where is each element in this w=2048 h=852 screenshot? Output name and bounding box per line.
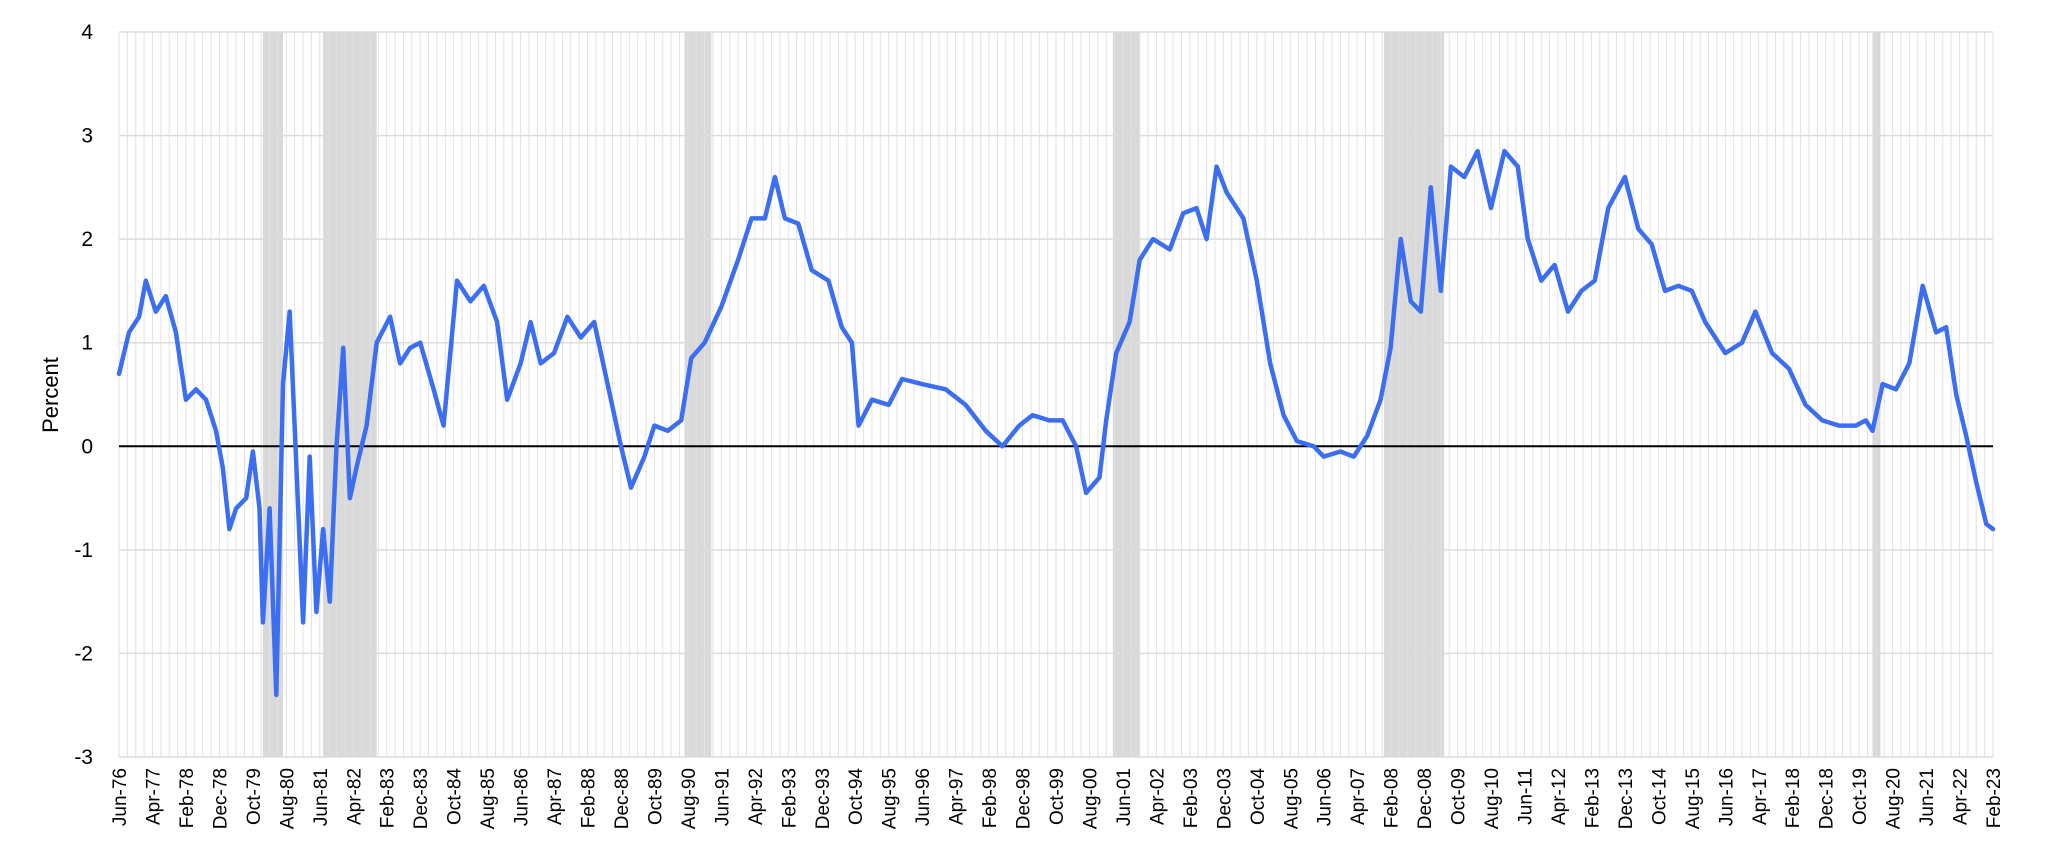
y-tick-label: 0 — [81, 435, 93, 458]
y-tick-label: -3 — [74, 746, 93, 769]
y-tick-label: 2 — [81, 228, 93, 251]
x-tick-label: Apr-17 — [1750, 768, 1771, 825]
x-tick-label: Aug-10 — [1482, 768, 1503, 829]
x-tick-label: Dec-83 — [411, 768, 432, 829]
recession-band-5 — [1383, 32, 1445, 757]
recession-band-4 — [1112, 32, 1140, 757]
x-tick-label: Aug-80 — [277, 768, 298, 829]
x-tick-label: Oct-09 — [1449, 768, 1470, 825]
x-tick-label: Feb-88 — [579, 768, 600, 828]
x-tick-label: Feb-98 — [980, 768, 1001, 828]
x-tick-label: Jun-01 — [1114, 768, 1135, 826]
x-tick-label: Oct-99 — [1047, 768, 1068, 825]
x-tick-label: Apr-77 — [143, 768, 164, 825]
y-axis-label: Percent — [38, 357, 63, 433]
x-tick-label: Feb-78 — [177, 768, 198, 828]
x-tick-label: Oct-79 — [244, 768, 265, 825]
x-tick-label: Jun-91 — [712, 768, 733, 826]
x-tick-label: Feb-83 — [378, 768, 399, 828]
recession-band-6 — [1872, 32, 1881, 757]
x-tick-label: Apr-07 — [1348, 768, 1369, 825]
x-tick-label: Aug-15 — [1683, 768, 1704, 829]
x-tick-label: Aug-90 — [679, 768, 700, 829]
x-tick-label: Apr-87 — [545, 768, 566, 825]
x-tick-label: Apr-97 — [947, 768, 968, 825]
x-tick-label: Oct-14 — [1649, 768, 1670, 825]
x-tick-label: Dec-93 — [813, 768, 834, 829]
y-tick-labels: -3 -2 -1 0 1 2 3 4 — [74, 21, 93, 769]
series-group — [116, 148, 1996, 698]
x-tick-label: Apr-82 — [344, 768, 365, 825]
x-tick-label: Feb-93 — [779, 768, 800, 828]
x-tick-label: Feb-23 — [1984, 768, 2005, 828]
x-tick-label: Aug-05 — [1281, 768, 1302, 829]
x-tick-label: Aug-95 — [880, 768, 901, 829]
x-tick-label: Jun-21 — [1917, 768, 1938, 826]
y-tick-label: 4 — [81, 21, 93, 44]
y-tick-label: -2 — [74, 642, 93, 665]
x-tick-label: Aug-00 — [1080, 768, 1101, 829]
x-tick-label: Oct-04 — [1248, 768, 1269, 825]
x-tick-label: Feb-08 — [1382, 768, 1403, 828]
x-tick-label: Dec-88 — [612, 768, 633, 829]
x-tick-label: Dec-03 — [1214, 768, 1235, 829]
x-tick-label: Oct-94 — [846, 768, 867, 825]
series-line-1 — [116, 148, 1996, 698]
x-tick-label: Oct-89 — [645, 768, 666, 825]
x-tick-label: Jun-76 — [110, 768, 131, 826]
x-tick-label: Dec-78 — [210, 768, 231, 829]
y-tick-label: -1 — [74, 539, 93, 562]
x-tick-label: Apr-02 — [1147, 768, 1168, 825]
x-tick-labels: Jun-76 Apr-77 Feb-78 Dec-78 Oct-79 Aug-80 Jun-… — [110, 768, 2005, 830]
recession-band-2 — [323, 32, 377, 757]
x-tick-label: Oct-19 — [1850, 768, 1871, 825]
x-tick-label: Aug-85 — [478, 768, 499, 829]
x-tick-label: Feb-13 — [1582, 768, 1603, 828]
x-tick-label: Dec-13 — [1616, 768, 1637, 829]
x-tick-label: Feb-03 — [1181, 768, 1202, 828]
x-tick-label: Jun-96 — [913, 768, 934, 826]
x-tick-label: Jun-81 — [311, 768, 332, 826]
x-tick-label: Jun-11 — [1516, 768, 1537, 825]
x-tick-label: Jun-86 — [512, 768, 533, 826]
y-tick-label: 1 — [81, 332, 93, 355]
y-tick-label: 3 — [81, 125, 93, 148]
recession-bands — [262, 32, 1881, 757]
x-tick-label: Dec-08 — [1415, 768, 1436, 829]
x-tick-label: Apr-92 — [746, 768, 767, 825]
x-tick-label: Dec-98 — [1014, 768, 1035, 829]
x-tick-label: Apr-22 — [1951, 768, 1972, 825]
x-tick-label: Dec-18 — [1817, 768, 1838, 829]
x-tick-label: Aug-20 — [1884, 768, 1905, 829]
y-gridlines — [119, 31, 1993, 758]
x-tick-label: Jun-06 — [1315, 768, 1336, 826]
x-tick-label: Apr-12 — [1549, 768, 1570, 825]
recession-band-3 — [684, 32, 712, 757]
x-gridlines — [118, 32, 1994, 757]
x-tick-label: Oct-84 — [445, 768, 466, 825]
x-tick-label: Jun-16 — [1716, 768, 1737, 826]
x-tick-label: Feb-18 — [1783, 768, 1804, 828]
